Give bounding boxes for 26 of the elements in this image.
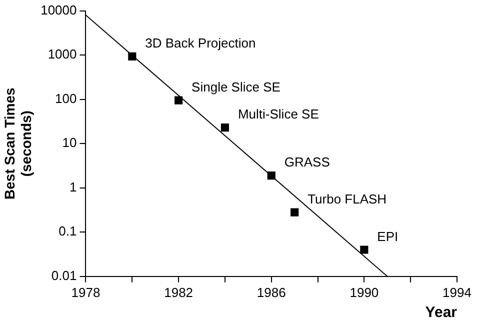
x-tick-label: 1990 [350,284,379,300]
point [174,96,183,104]
annotation: Multi-Slice SE [238,106,320,122]
x-tick-label: 1986 [256,284,286,300]
annotation: EPI [377,228,398,244]
y-tick-label: 100 [55,90,77,106]
y-tick-label: 0.01 [51,268,77,283]
x-tick-label: 1978 [71,284,100,300]
x-tick-label: 1994 [442,284,472,300]
point [360,246,368,254]
y-tick-label: 1 [70,179,77,194]
point [220,124,230,132]
point [128,52,136,60]
y-tick-label: 1000 [48,46,77,62]
x-axis-title: Year [425,304,458,322]
annotation: Single Slice SE [192,79,281,94]
point [267,171,276,180]
annotation: 3D Back Projection [145,36,256,51]
y-axis-title: Best Scan Times (seconds) [1,87,34,200]
point [290,208,299,216]
y-tick-label: 0.1 [58,224,77,239]
annotation: GRASS [284,154,330,170]
y-tick-label: 10 [62,135,77,150]
annotation: Turbo FLASH [308,191,387,206]
y-tick-label: 10000 [40,2,77,18]
x-tick-label: 1982 [164,284,194,300]
